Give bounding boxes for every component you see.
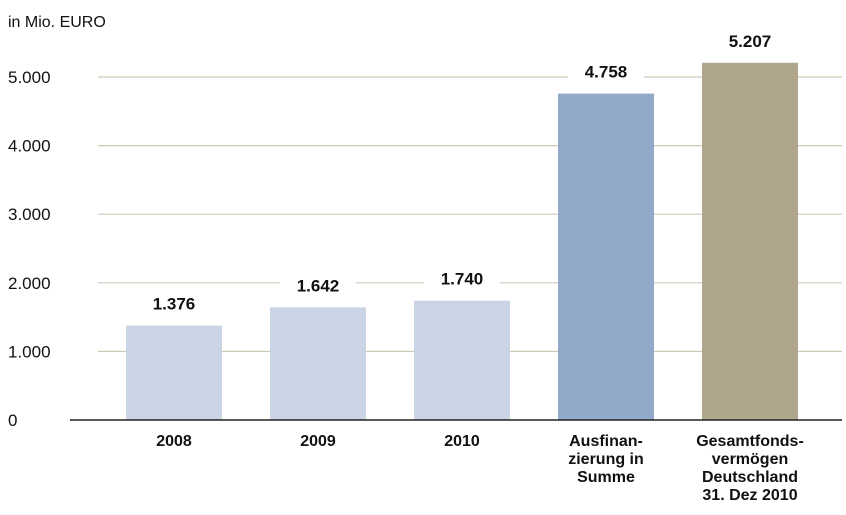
bar [702,62,798,420]
data-label: 4.758 [585,63,628,82]
y-tick-label: 0 [8,411,17,430]
x-tick-label: 2008 [156,433,192,450]
y-axis-ticks: 0 1.000 2.000 3.000 4.000 5.000 [8,68,51,430]
y-tick-label: 2.000 [8,274,51,293]
data-label-background [424,262,500,293]
x-tick-label: Ausfinan-zierung in Summe [568,433,644,486]
y-tick-label: 1.000 [8,342,51,361]
y-tick-label: 3.000 [8,205,51,224]
x-axis-labels: 2008 2009 2010 Ausfinan-zierung in Summe Gesa… [156,433,804,504]
data-label-background [136,287,212,318]
data-labels: 1.376 1.642 1.740 4.758 5.207 [136,24,788,318]
bar [270,307,366,420]
data-label-background [280,269,356,300]
y-tick-label: 5.000 [8,68,51,87]
data-label: 5.207 [729,32,772,51]
unit-label: in Mio. EURO [8,14,106,31]
y-tick-label: 4.000 [8,137,51,156]
bars [126,62,798,420]
bar [126,325,222,420]
x-tick-label: 2009 [300,433,336,450]
data-label: 1.376 [153,295,196,314]
x-tick-label: Gesamtfonds-vermögen Deutschland 31. Dez 2… [696,433,804,504]
x-tick-label: 2010 [444,433,480,450]
bar [414,300,510,420]
bar [558,93,654,420]
data-label: 1.740 [441,270,484,289]
data-label-background [568,55,644,86]
data-label-background [712,24,788,55]
data-label: 1.642 [297,276,340,295]
